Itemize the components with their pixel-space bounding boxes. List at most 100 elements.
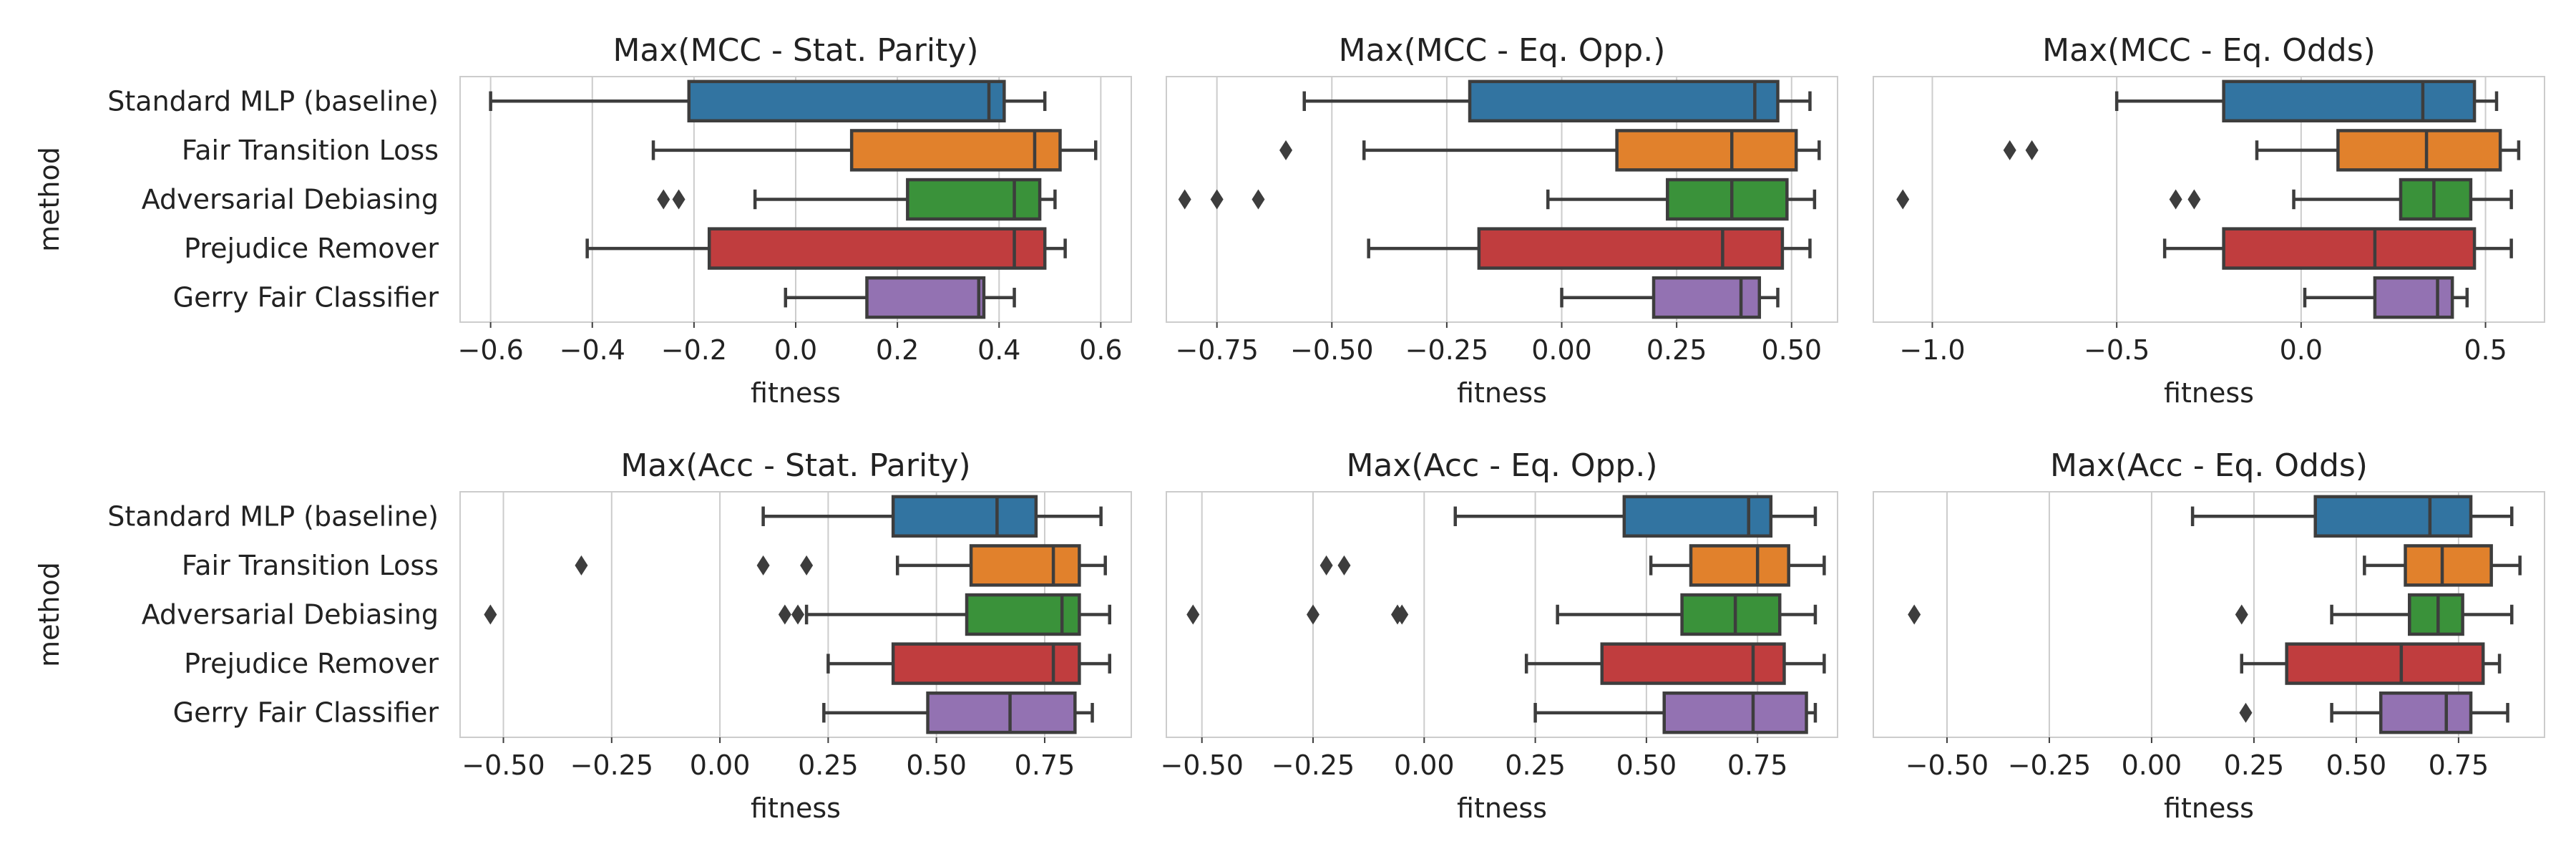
box-iqr (891, 495, 1038, 538)
x-axis-label: fitness (2164, 792, 2254, 824)
box-4 (2240, 642, 2502, 685)
box-2 (2003, 129, 2521, 172)
outlier-point (1306, 604, 1319, 625)
category-label: Gerry Fair Classifier (173, 282, 439, 314)
x-tick-label: 0.2 (876, 334, 919, 366)
box-iqr (1600, 642, 1786, 685)
x-tick-label: 0.50 (906, 749, 967, 781)
category-label: Gerry Fair Classifier (173, 697, 439, 729)
panel-1: Max(MCC - Stat. Parity) −0.6 −0.4 −0.2 0.0 0.… (34, 32, 1132, 409)
box-iqr (2285, 642, 2485, 685)
x-tick-label: −0.6 (457, 334, 523, 366)
box-2 (1319, 544, 1826, 587)
box-iqr (2336, 129, 2502, 172)
box-5 (1560, 276, 1780, 319)
box-1 (489, 79, 1047, 122)
outlier-point (1210, 189, 1224, 210)
box-5 (2239, 691, 2509, 734)
x-tick-label: 0.50 (1616, 749, 1677, 781)
outlier-point (1186, 604, 1200, 625)
box-1 (1302, 79, 1812, 122)
box-3 (1896, 178, 2513, 221)
outlier-point (1279, 140, 1293, 160)
box-2 (651, 129, 1098, 172)
outlier-point (1252, 189, 1265, 210)
x-tick-label: −0.50 (1290, 334, 1373, 366)
box-5 (2303, 276, 2469, 319)
box-iqr (2373, 276, 2454, 319)
x-tick-label: 0.25 (1646, 334, 1707, 366)
outlier-point (657, 189, 670, 210)
outlier-point (2235, 604, 2248, 625)
box-iqr (707, 227, 1047, 270)
box-iqr (687, 79, 1006, 122)
panel-title: Max(MCC - Eq. Opp.) (1339, 32, 1666, 69)
box-iqr (2404, 544, 2493, 587)
box-iqr (2408, 593, 2464, 636)
outlier-point (1337, 555, 1351, 576)
outlier-point (1908, 604, 1921, 625)
box-3 (1186, 593, 1818, 636)
x-tick-label: 0.50 (2326, 749, 2387, 781)
x-tick-label: 0.00 (690, 749, 751, 781)
x-tick-label: −0.25 (1272, 749, 1355, 781)
box-iqr (2379, 691, 2473, 734)
box-5 (1533, 691, 1818, 734)
x-tick-label: 0.50 (1761, 334, 1822, 366)
outlier-point (2169, 189, 2182, 210)
box-4 (826, 642, 1111, 685)
outlier-point (1178, 189, 1191, 210)
panel-title: Max(Acc - Eq. Odds) (2050, 447, 2368, 484)
x-tick-label: 0.0 (2280, 334, 2323, 366)
outlier-point (1896, 189, 1910, 210)
category-label: Adversarial Debiasing (142, 599, 439, 631)
x-tick-label: −0.2 (661, 334, 727, 366)
x-tick-label: −0.50 (1160, 749, 1243, 781)
category-label: Fair Transition Loss (182, 550, 439, 581)
panel-2: Max(MCC - Eq. Opp.) −0.75 −0.50 −0.25 0.00 0.… (1166, 32, 1838, 409)
plot-area (1873, 76, 2545, 323)
x-tick-label: 0.75 (2429, 749, 2489, 781)
box-iqr (1666, 178, 1789, 221)
x-tick-label: 0.00 (1531, 334, 1592, 366)
x-tick-label: 0.25 (2224, 749, 2285, 781)
box-2 (1279, 129, 1821, 172)
box-3 (657, 178, 1057, 221)
outlier-point (800, 555, 814, 576)
box-3 (1178, 178, 1817, 221)
category-label: Standard MLP (baseline) (107, 500, 439, 532)
x-tick-label: −0.4 (560, 334, 625, 366)
box-2 (575, 544, 1107, 587)
x-tick-label: −1.0 (1899, 334, 1965, 366)
x-tick-label: 0.75 (1727, 749, 1788, 781)
plot-area (459, 491, 1132, 738)
outlier-point (756, 555, 770, 576)
outlier-point (791, 604, 805, 625)
box-iqr (2399, 178, 2473, 221)
box-5 (784, 276, 1016, 319)
x-tick-label: −0.25 (1405, 334, 1488, 366)
category-label: Adversarial Debiasing (142, 184, 439, 215)
x-tick-label: 0.75 (1015, 749, 1075, 781)
outlier-point (2239, 702, 2253, 723)
box-1 (2114, 79, 2499, 122)
plot-area (1166, 491, 1838, 738)
box-iqr (969, 544, 1081, 587)
x-tick-label: 0.6 (1079, 334, 1122, 366)
box-iqr (926, 691, 1077, 734)
x-tick-label: −0.5 (2084, 334, 2150, 366)
panel-6: Max(Acc - Eq. Odds) −0.50 −0.25 0.00 0.25 0.5… (1873, 447, 2545, 824)
box-iqr (1662, 691, 1808, 734)
panel-title: Max(Acc - Stat. Parity) (620, 447, 970, 484)
x-tick-label: 0.4 (977, 334, 1020, 366)
panel-4: Max(Acc - Stat. Parity) −0.50 −0.25 0.00 0.2… (34, 447, 1132, 824)
outlier-point (2187, 189, 2201, 210)
x-axis-label: fitness (2164, 377, 2254, 409)
x-tick-label: −0.25 (2008, 749, 2091, 781)
box-iqr (2313, 495, 2473, 538)
outlier-point (575, 555, 588, 576)
y-axis-label: method (34, 147, 65, 252)
box-iqr (2222, 227, 2477, 270)
box-iqr (1622, 495, 1773, 538)
box-1 (1453, 495, 1818, 538)
